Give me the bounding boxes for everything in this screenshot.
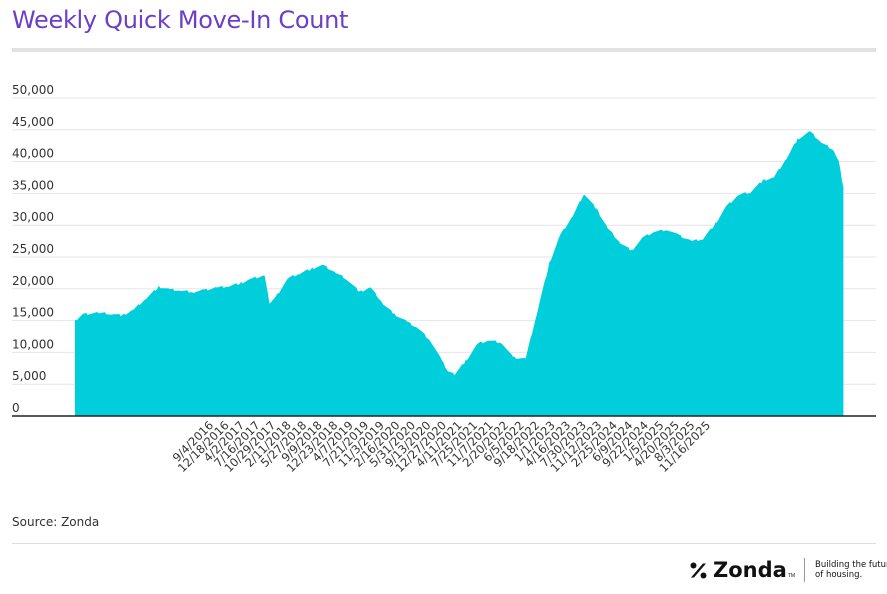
source-note: Source: Zonda [12, 515, 100, 529]
brand-separator [804, 558, 806, 582]
y-tick-label: 15,000 [12, 306, 54, 320]
brand-name: Zonda [713, 558, 787, 582]
title-underline [12, 48, 876, 52]
zonda-mark-icon [690, 562, 707, 578]
y-tick-label: 20,000 [12, 274, 54, 288]
y-tick-label: 0 [12, 401, 20, 415]
y-tick-label: 10,000 [12, 337, 54, 351]
series-area [75, 131, 844, 416]
y-axis-ticks: 0 5,000 10,000 15,000 20,000 25,000 30,000 35,0… [12, 83, 54, 415]
x-axis-ticks: 9/4/201612/18/20164/2/20177/16/201710/29… [170, 418, 713, 475]
footer-divider [12, 543, 876, 544]
y-tick-label: 50,000 [12, 83, 54, 97]
y-tick-label: 40,000 [12, 147, 54, 161]
zonda-logo[interactable]: Zonda TM Building the future of housing. [690, 558, 887, 582]
y-tick-label: 35,000 [12, 178, 54, 192]
y-tick-label: 30,000 [12, 210, 54, 224]
area-series [75, 131, 844, 416]
brand-trademark: TM [787, 573, 796, 579]
brand-tagline: Building the future of housing. [815, 560, 887, 580]
y-tick-label: 25,000 [12, 242, 54, 256]
y-tick-label: 5,000 [12, 369, 46, 383]
y-tick-label: 45,000 [12, 115, 54, 129]
chart-title: Weekly Quick Move-In Count [12, 6, 349, 34]
